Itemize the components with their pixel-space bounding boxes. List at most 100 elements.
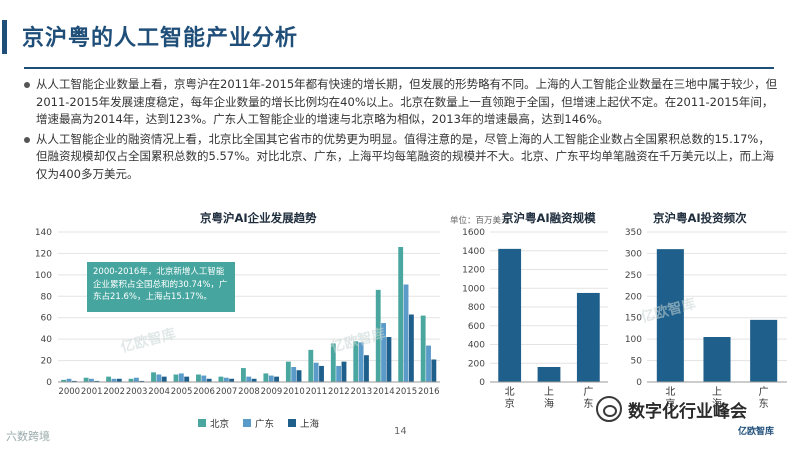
bar-广东 — [750, 319, 778, 382]
chart-ai-investment-frequency: 京沪粤AI投资频次 0 50 100 150 200 250 300 350 北京 上海 广东 — [615, 210, 795, 425]
bar-上海 — [408, 314, 414, 382]
bar-北京 — [218, 376, 224, 382]
y-tick-label: 140 — [35, 228, 52, 238]
y-tick-label: 250 — [625, 271, 642, 281]
y-tick-label: 1000 — [462, 284, 485, 294]
bar-上海 — [229, 378, 235, 382]
x-tick-label: 2011 — [306, 387, 328, 397]
chart-title: 京沪粤AI投资频次 — [653, 211, 747, 225]
x-tick-label: 2002 — [103, 387, 125, 397]
x-tick-label: 2006 — [193, 387, 215, 397]
y-tick-label: 300 — [625, 249, 642, 259]
chart-legend: 北京 广东 上海 — [198, 416, 319, 430]
x-tick-label: 2012 — [328, 387, 350, 397]
y-tick-label: 200 — [468, 359, 485, 369]
bar-广东 — [291, 367, 297, 382]
page-number: 14 — [394, 426, 407, 437]
bar-广东 — [313, 362, 319, 382]
y-tick-label: 0 — [479, 378, 485, 388]
bar-北京 — [420, 315, 426, 382]
legend-swatch — [288, 419, 297, 427]
bar-北京 — [128, 378, 134, 382]
bar-上海 — [139, 380, 145, 382]
footer-watermark-left: 六数跨境 — [6, 430, 50, 443]
bullet-text: 从人工智能企业数量上看，京粤沪在2011年-2015年都有快速的增长期，但发展的… — [36, 77, 778, 126]
bar-广东 — [133, 377, 139, 382]
page-title: 京沪粤的人工智能产业分析 — [22, 26, 299, 51]
bar-广东 — [201, 375, 207, 382]
bullet-item: 从人工智能企业数量上看，京粤沪在2011年-2015年都有快速的增长期，但发展的… — [24, 76, 780, 129]
bar-北京 — [285, 361, 291, 382]
chart-title: 京沪粤AI融资规模 — [502, 211, 596, 225]
bar-上海 — [341, 361, 347, 382]
bullet-dot-icon — [24, 82, 30, 88]
x-tick-label: 2008 — [238, 387, 260, 397]
bar-广东 — [268, 375, 274, 382]
bar-北京 — [61, 379, 67, 382]
bar-上海 — [703, 337, 731, 382]
bar-北京 — [240, 368, 246, 382]
bullet-item: 从人工智能企业的融资情况上看，北京比全国其它省市的优势更为明显。值得注意的是，尽… — [24, 131, 780, 184]
chart-2-svg: 0 200 400 600 800 1000 1200 1400 1600 北京 上海 广东 — [462, 228, 608, 410]
bar-上海 — [251, 378, 257, 382]
footer-brand-text: 数字化行业峰会 — [628, 401, 747, 422]
x-tick-label: 2004 — [148, 387, 170, 397]
x-tick-label: 2010 — [283, 387, 305, 397]
x-tick-label: 2016 — [418, 387, 440, 397]
bar-上海 — [319, 365, 324, 382]
y-tick-label: 100 — [625, 335, 642, 345]
y-tick-label: 50 — [631, 357, 643, 367]
bar-上海 — [537, 367, 561, 382]
bar-广东 — [178, 373, 184, 382]
bar-北京 — [173, 374, 179, 382]
bar-上海 — [206, 378, 212, 382]
bar-上海 — [94, 380, 100, 382]
y-tick-label: 350 — [625, 228, 642, 238]
bar-广东 — [426, 345, 431, 382]
y-tick-label: 100 — [35, 271, 52, 281]
y-tick-label: 1400 — [462, 247, 485, 257]
bar-上海 — [71, 380, 77, 382]
legend-label: 北京 — [210, 419, 230, 430]
footer-brand: 数字化行业峰会 — [596, 396, 747, 422]
bullet-text: 从人工智能企业的融资情况上看，北京比全国其它省市的优势更为明显。值得注意的是，尽… — [36, 131, 775, 181]
bar-广东 — [576, 292, 600, 382]
legend-label: 广东 — [255, 419, 275, 430]
bar-北京 — [375, 289, 381, 382]
x-tick-label: 上海 — [712, 386, 722, 410]
bar-北京 — [83, 377, 89, 382]
bar-北京 — [196, 374, 201, 382]
bar-上海 — [274, 376, 279, 382]
x-tick-label: 上海 — [544, 386, 554, 410]
bar-上海 — [296, 370, 302, 382]
chart-ai-financing-scale: 单位：百万美元 京沪粤AI融资规模 0 200 400 600 800 1000 1200 1… — [450, 210, 615, 425]
x-tick-label: 广东 — [583, 386, 593, 410]
y-tick-label: 800 — [468, 303, 485, 313]
title-accent-bar — [2, 20, 7, 54]
x-tick-label: 2014 — [373, 387, 395, 397]
x-tick-label: 2003 — [126, 387, 148, 397]
y-tick-label: 150 — [625, 314, 642, 324]
legend-label: 上海 — [300, 419, 320, 430]
x-tick-label: 2013 — [351, 387, 373, 397]
y-tick-label: 80 — [41, 292, 53, 302]
bar-广东 — [66, 378, 72, 382]
chart-ai-enterprise-trend: 京粤沪AI企业发展趋势 0 20 40 60 80 100 120 140 2000 2001 20… — [20, 210, 450, 410]
bar-北京 — [308, 349, 314, 382]
legend-item-beijing: 北京 — [198, 416, 229, 430]
bar-北京 — [330, 343, 336, 382]
bar-北京 — [656, 249, 684, 382]
bar-北京 — [353, 341, 359, 382]
bar-上海 — [386, 337, 392, 382]
title-bar: 京沪粤的人工智能产业分析 — [0, 0, 800, 70]
bar-北京 — [398, 247, 404, 382]
bar-广东 — [358, 342, 364, 382]
bullet-dot-icon — [24, 136, 30, 143]
chart-title: 京粤沪AI企业发展趋势 — [200, 211, 317, 225]
legend-swatch — [198, 419, 206, 427]
y-tick-label: 1600 — [462, 228, 485, 238]
bar-广东 — [89, 378, 94, 382]
x-tick-label: 2005 — [171, 387, 193, 397]
x-tick-label: 2007 — [216, 387, 238, 397]
bar-北京 — [106, 376, 112, 382]
